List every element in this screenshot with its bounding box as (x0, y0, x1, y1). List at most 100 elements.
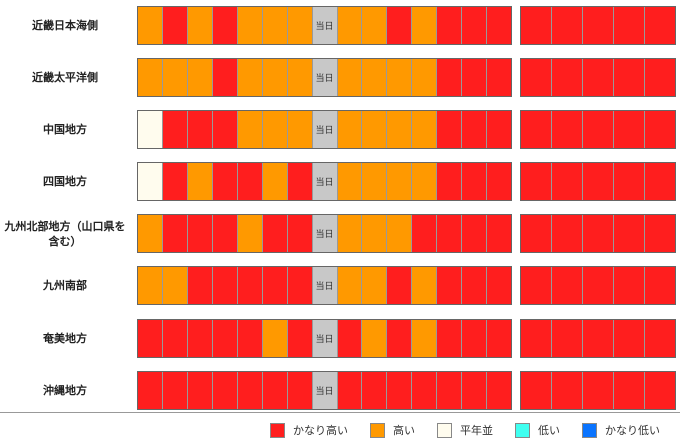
heatmap-cell (462, 215, 488, 252)
heatmap-cell (337, 267, 363, 304)
period-grid-main: 当日 (137, 371, 512, 410)
today-cell: 当日 (312, 59, 338, 96)
heatmap-cell (645, 163, 675, 200)
heatmap-cell (287, 320, 313, 357)
heatmap-cell (262, 111, 288, 148)
period-grid-extended (520, 266, 676, 305)
heatmap-cell (138, 59, 163, 96)
heatmap-cell (237, 215, 263, 252)
heatmap-cell (237, 59, 263, 96)
heatmap-cell (487, 320, 512, 357)
heatmap-cell (212, 320, 238, 357)
heatmap-cell (162, 372, 188, 409)
heatmap-row: 四国地方 当日 (0, 162, 680, 201)
legend-label: かなり低い (605, 424, 660, 437)
heatmap-cell (337, 372, 363, 409)
heatmap-cell (614, 163, 645, 200)
heatmap-row: 九州南部 当日 (0, 266, 680, 305)
heatmap-cell (462, 372, 488, 409)
heatmap-cell (262, 215, 288, 252)
heatmap-cell (187, 372, 213, 409)
heatmap-cell (462, 111, 488, 148)
heatmap-cell (362, 320, 388, 357)
heatmap-cell (437, 215, 463, 252)
heatmap-cell (462, 7, 488, 44)
heatmap-cell (162, 7, 188, 44)
heatmap-cell (614, 320, 645, 357)
heatmap-cell (187, 163, 213, 200)
legend-item: 低い (515, 422, 560, 438)
heatmap-cell (262, 267, 288, 304)
heatmap-cell (138, 111, 163, 148)
row-label: 中国地方 (43, 123, 87, 136)
heatmap-cell (437, 111, 463, 148)
heatmap-cell (412, 267, 438, 304)
heatmap-cell (138, 163, 163, 200)
heatmap-cell (412, 111, 438, 148)
heatmap-cell (552, 163, 583, 200)
heatmap-cell (387, 7, 413, 44)
heatmap-row: 近畿太平洋側 当日 (0, 58, 680, 97)
heatmap-cell (262, 163, 288, 200)
heatmap-cell (237, 372, 263, 409)
heatmap-cell (387, 111, 413, 148)
heatmap-cell (262, 7, 288, 44)
period-grid-extended (520, 319, 676, 358)
today-cell: 当日 (312, 111, 338, 148)
period-grid-extended (520, 371, 676, 410)
heatmap-cell (162, 59, 188, 96)
heatmap-cell (614, 59, 645, 96)
heatmap-cell (337, 7, 363, 44)
heatmap-cell (614, 7, 645, 44)
heatmap-cell (362, 215, 388, 252)
heatmap-cell (187, 320, 213, 357)
period-grid-main: 当日 (137, 319, 512, 358)
row-label: 近畿太平洋側 (32, 71, 98, 84)
period-grid-extended (520, 110, 676, 149)
heatmap-cell (262, 59, 288, 96)
heatmap-row: 中国地方 当日 (0, 110, 680, 149)
heatmap-cell (138, 7, 163, 44)
heatmap-cell (138, 320, 163, 357)
heatmap-cell (362, 7, 388, 44)
heatmap-cell (583, 163, 614, 200)
heatmap-cell (287, 267, 313, 304)
heatmap-cell (287, 7, 313, 44)
heatmap-cell (387, 267, 413, 304)
heatmap-cell (138, 372, 163, 409)
heatmap-cell (583, 111, 614, 148)
heatmap-cell (187, 111, 213, 148)
heatmap-cell (614, 267, 645, 304)
heatmap-cell (362, 163, 388, 200)
period-grid-extended (520, 58, 676, 97)
legend-label: 高い (393, 424, 415, 437)
heatmap-cell (437, 59, 463, 96)
heatmap-cell (437, 320, 463, 357)
heatmap-cell (337, 59, 363, 96)
heatmap-cell (337, 215, 363, 252)
heatmap-cell (521, 215, 552, 252)
heatmap-cell (583, 59, 614, 96)
heatmap-row: 奄美地方 当日 (0, 319, 680, 358)
period-grid-main: 当日 (137, 214, 512, 253)
heatmap-cell (237, 267, 263, 304)
period-grid-main: 当日 (137, 162, 512, 201)
heatmap-cell (212, 267, 238, 304)
row-label: 九州南部 (43, 279, 87, 292)
heatmap-cell (362, 111, 388, 148)
row-label: 近畿日本海側 (32, 19, 98, 32)
heatmap-cell (412, 215, 438, 252)
heatmap-cell (645, 59, 675, 96)
heatmap-cell (138, 267, 163, 304)
heatmap-cell (187, 59, 213, 96)
heatmap-cell (645, 215, 675, 252)
legend-item: 高い (370, 422, 415, 438)
today-cell: 当日 (312, 320, 338, 357)
heatmap-cell (387, 59, 413, 96)
row-label: 九州北部地方（山口県を含む） (4, 219, 126, 248)
heatmap-cell (387, 215, 413, 252)
heatmap-cell (552, 372, 583, 409)
legend-divider (0, 412, 680, 413)
heatmap-cell (437, 372, 463, 409)
today-cell: 当日 (312, 372, 338, 409)
